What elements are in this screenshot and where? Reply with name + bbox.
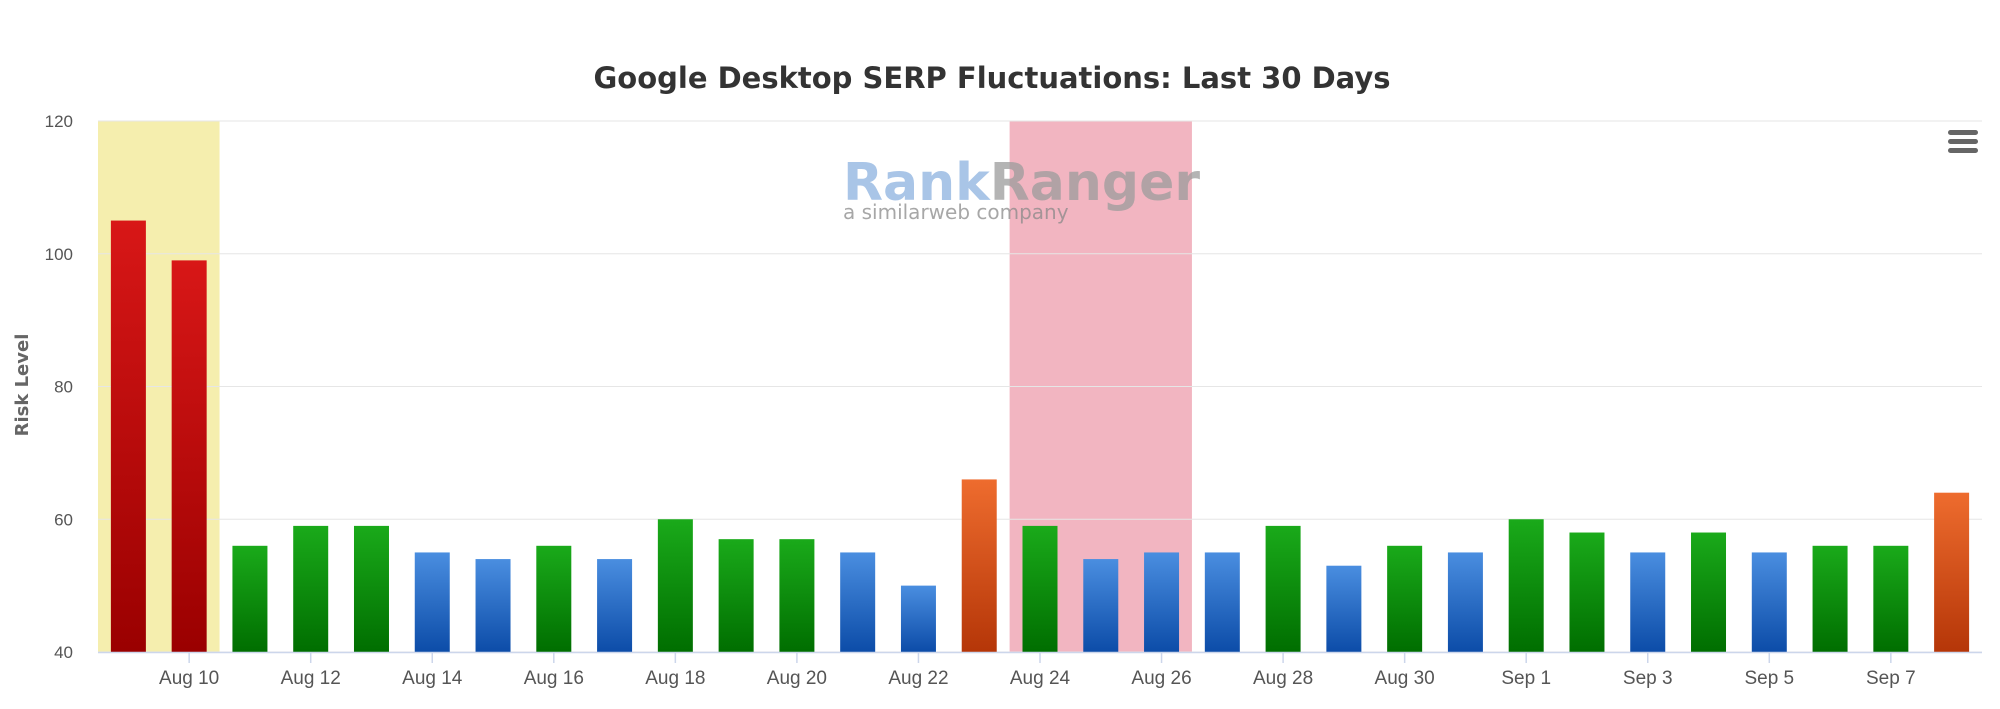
- x-tick-label: Aug 24: [1010, 668, 1071, 689]
- hamburger-menu-icon[interactable]: [1947, 128, 1979, 156]
- bar[interactable]: [1812, 545, 1848, 652]
- y-axis-ticks: 40 60 80 100 120: [45, 112, 73, 662]
- watermark-logo: RankRanger a similarweb company: [843, 153, 1200, 224]
- x-tick-label: Aug 14: [402, 668, 463, 689]
- x-tick-label: Aug 12: [281, 668, 341, 689]
- x-tick-label: Aug 18: [645, 668, 705, 689]
- x-tick-label: Sep 1: [1501, 668, 1551, 689]
- bar[interactable]: [293, 525, 329, 652]
- y-tick-label: 40: [54, 643, 73, 662]
- y-axis-title: Risk Level: [12, 334, 33, 437]
- bar[interactable]: [718, 539, 754, 652]
- x-tick-label: Sep 5: [1744, 668, 1794, 689]
- bar[interactable]: [1630, 552, 1666, 652]
- watermark-subtitle: a similarweb company: [843, 200, 1069, 224]
- bar[interactable]: [597, 559, 633, 652]
- bar[interactable]: [1326, 565, 1362, 652]
- svg-text:RankRanger: RankRanger: [843, 153, 1200, 213]
- y-tick-label: 80: [54, 378, 73, 397]
- y-tick-label: 120: [45, 112, 73, 131]
- x-tick-label: Sep 3: [1623, 668, 1673, 689]
- x-tick-label: Sep 7: [1866, 668, 1916, 689]
- y-tick-label: 60: [54, 510, 73, 529]
- bar[interactable]: [536, 545, 572, 652]
- x-tick-label: Aug 20: [767, 668, 827, 689]
- bar[interactable]: [961, 479, 997, 652]
- bar[interactable]: [1144, 552, 1180, 652]
- y-tick-label: 100: [45, 245, 73, 264]
- x-tick-label: Aug 28: [1253, 668, 1313, 689]
- bar[interactable]: [1569, 532, 1605, 652]
- bar[interactable]: [1265, 525, 1301, 652]
- bar[interactable]: [1022, 525, 1058, 652]
- bar[interactable]: [171, 260, 207, 652]
- bar[interactable]: [840, 552, 876, 652]
- bar[interactable]: [1873, 545, 1909, 652]
- x-tick-label: Aug 30: [1375, 668, 1435, 689]
- x-axis-ticks: Aug 10 Aug 12 Aug 14 Aug 16 Aug 18 Aug 20 Aug …: [159, 652, 1916, 689]
- bar[interactable]: [1447, 552, 1483, 652]
- bar[interactable]: [779, 539, 815, 652]
- bar[interactable]: [232, 545, 268, 652]
- bar[interactable]: [1083, 559, 1119, 652]
- bar[interactable]: [414, 552, 450, 652]
- bar[interactable]: [657, 519, 693, 652]
- bar[interactable]: [1691, 532, 1727, 652]
- bar[interactable]: [1508, 519, 1544, 652]
- bars: [110, 220, 1970, 652]
- chart-title: Google Desktop SERP Fluctuations: Last 3…: [593, 61, 1390, 95]
- bar[interactable]: [1387, 545, 1423, 652]
- bar[interactable]: [475, 559, 511, 652]
- bar[interactable]: [353, 525, 389, 652]
- watermark-rank: Rank: [843, 153, 991, 213]
- x-tick-label: Aug 16: [524, 668, 584, 689]
- x-tick-label: Aug 26: [1131, 668, 1191, 689]
- bar[interactable]: [1204, 552, 1240, 652]
- bar[interactable]: [1934, 492, 1970, 652]
- bar[interactable]: [110, 220, 146, 652]
- x-tick-label: Aug 22: [888, 668, 948, 689]
- bar[interactable]: [1751, 552, 1787, 652]
- bar[interactable]: [900, 585, 936, 652]
- watermark-ranger: Ranger: [990, 153, 1201, 213]
- x-tick-label: Aug 10: [159, 668, 219, 689]
